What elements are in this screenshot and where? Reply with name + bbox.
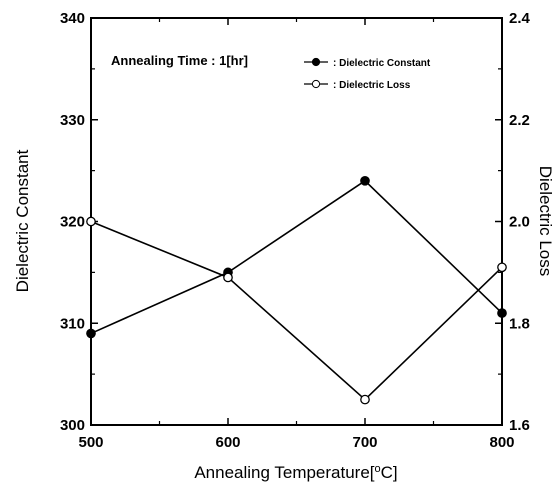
x-tick-label: 800: [489, 434, 514, 451]
x-axis-title: Annealing Temperature[oC]: [194, 463, 397, 482]
y-left-tick-label: 300: [60, 417, 85, 434]
data-point-dielectric-constant: [360, 175, 370, 186]
y-right-tick-label: 1.8: [509, 315, 530, 332]
legend-marker-dielectric-constant: [311, 57, 321, 67]
axis-ticks: 500 600 700 800 300 310 320 330 340 1.6 1.8 2.0 2.2 2…: [60, 10, 531, 451]
data-point-dielectric-loss: [360, 394, 370, 405]
series-line-dielectric-loss: [90, 220, 503, 401]
series-layer: [86, 175, 507, 405]
y-right-tick-label: 2.4: [509, 10, 531, 27]
legend: : Dielectric Constant : Dielectric Loss: [304, 57, 431, 91]
legend-label-dielectric-constant: : Dielectric Constant: [333, 58, 431, 69]
y-axis-right-title: Dielectric Loss: [536, 166, 555, 277]
y-right-tick-label: 1.6: [509, 417, 530, 434]
data-point-dielectric-constant: [497, 308, 507, 318]
x-tick-label: 500: [78, 434, 103, 451]
y-left-tick-label: 320: [60, 214, 85, 231]
y-axis-left-title: Dielectric Constant: [13, 149, 32, 292]
plot-frame: [90, 17, 503, 426]
data-point-dielectric-loss: [223, 272, 233, 283]
annealing-time-annotation: Annealing Time : 1[hr]: [111, 53, 248, 68]
x-tick-label: 600: [215, 434, 240, 451]
y-left-tick-label: 330: [60, 112, 85, 129]
y-left-tick-label: 310: [60, 315, 85, 332]
series-line-dielectric-constant: [90, 179, 503, 335]
y-right-tick-label: 2.2: [509, 112, 530, 129]
y-left-tick-label: 340: [60, 10, 85, 27]
y-right-tick-label: 2.0: [509, 214, 530, 231]
x-tick-label: 700: [352, 434, 377, 451]
legend-label-dielectric-loss: : Dielectric Loss: [333, 80, 411, 91]
data-point-dielectric-loss: [497, 262, 507, 273]
data-point-dielectric-constant: [86, 328, 96, 339]
data-point-dielectric-loss: [86, 216, 96, 227]
legend-marker-dielectric-loss: [311, 79, 321, 89]
